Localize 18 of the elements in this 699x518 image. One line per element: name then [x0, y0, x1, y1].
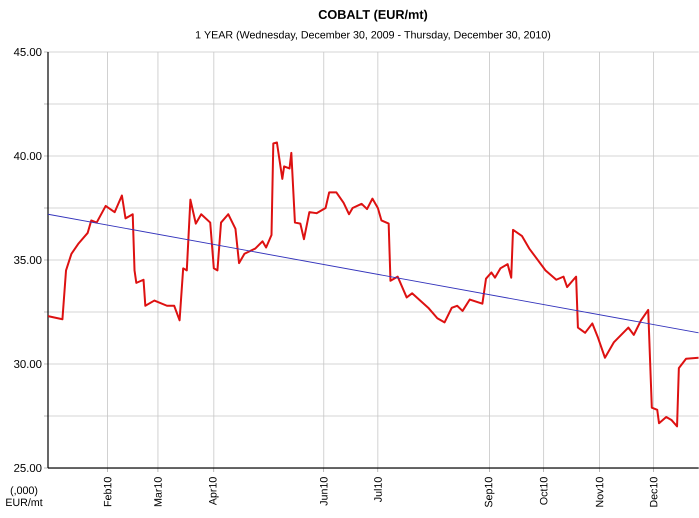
y-tick-label: 35.00 [14, 256, 42, 264]
x-tick-label: Oct10 [540, 477, 548, 505]
y-tick-label: 30.00 [14, 360, 42, 368]
x-tick-label: Nov10 [596, 477, 604, 507]
x-tick-label: Dec10 [650, 477, 658, 507]
y-tick-label: 45.00 [14, 48, 42, 56]
y-axis-title: (,000) EUR/mt [6, 486, 43, 506]
chart-title: COBALT (EUR/mt) [318, 10, 428, 22]
x-tick-label: Apr10 [209, 477, 219, 506]
x-tick-label: Mar10 [154, 477, 162, 506]
x-tick-label: Sep10 [484, 477, 494, 508]
line-series [48, 141, 699, 428]
chart-subtitle: 1 YEAR (Wednesday, December 30, 2009 - Thursday, December 30, 2010) [196, 30, 550, 41]
y-tick-label: 40.00 [14, 152, 42, 160]
x-tick-label: Jul10 [374, 477, 382, 502]
y-tick-label: 25.00 [14, 464, 42, 472]
x-tick-label: Feb10 [104, 477, 112, 506]
x-tick-label: Jun10 [320, 477, 328, 506]
